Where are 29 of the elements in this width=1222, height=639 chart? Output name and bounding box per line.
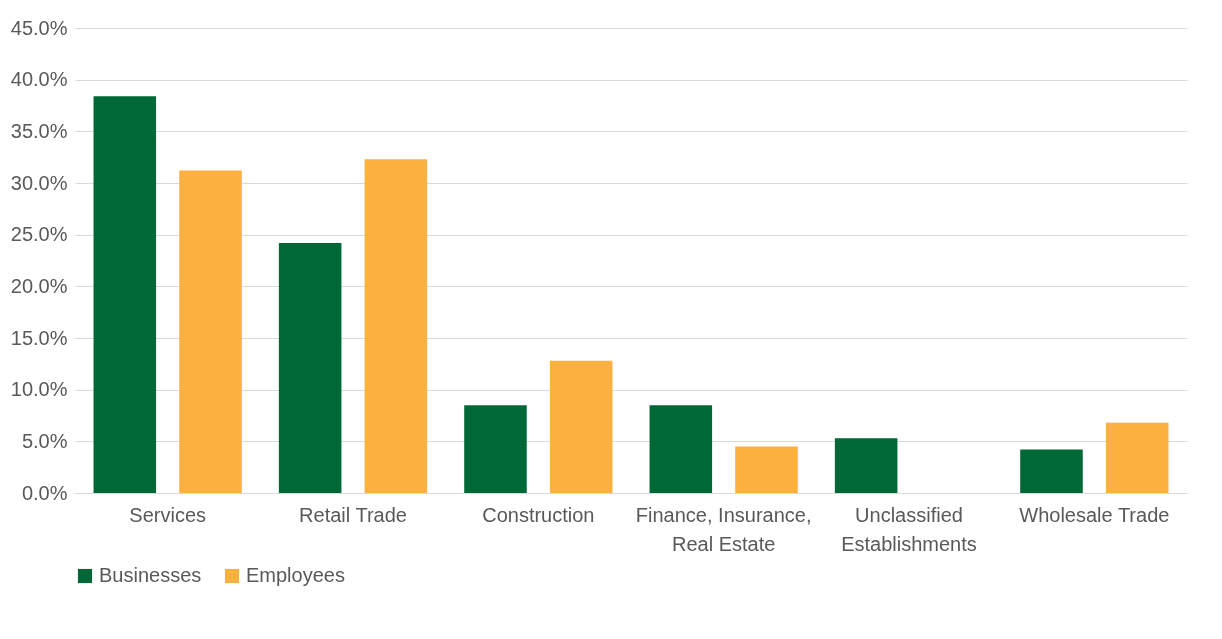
x-tick-label: Finance, Insurance, Real Estate [635,503,812,555]
y-tick-label: 35.0% [10,119,68,142]
y-tick-label: 10.0% [10,378,68,401]
bar [464,405,527,493]
bar [278,242,342,493]
x-tick-label: Wholesale Trade [1019,503,1170,526]
x-tick-label: Services [129,503,207,526]
bar [549,360,613,493]
bar [1020,449,1083,493]
x-tick-label: Retail Trade [299,503,407,526]
bar [735,446,798,493]
y-tick-label: 25.0% [10,223,68,246]
y-tick-label: 5.0% [21,429,68,452]
y-tick-label: 45.0% [10,16,68,39]
x-tick-label: Unclassified Establishments [841,503,977,555]
legend-label: Employees [246,564,345,586]
x-tick-label: Construction [482,503,595,526]
y-tick-label: 20.0% [10,274,68,297]
bar [364,159,428,493]
y-tick-label: 40.0% [10,68,68,91]
y-tick-label: 0.0% [21,481,68,504]
bar [93,96,157,493]
bar [649,405,713,493]
y-tick-label: 30.0% [10,171,68,194]
bar [1105,422,1169,493]
bar [834,438,898,493]
legend-label: Businesses [99,564,202,586]
y-tick-label: 15.0% [10,326,68,349]
bar [179,170,242,493]
